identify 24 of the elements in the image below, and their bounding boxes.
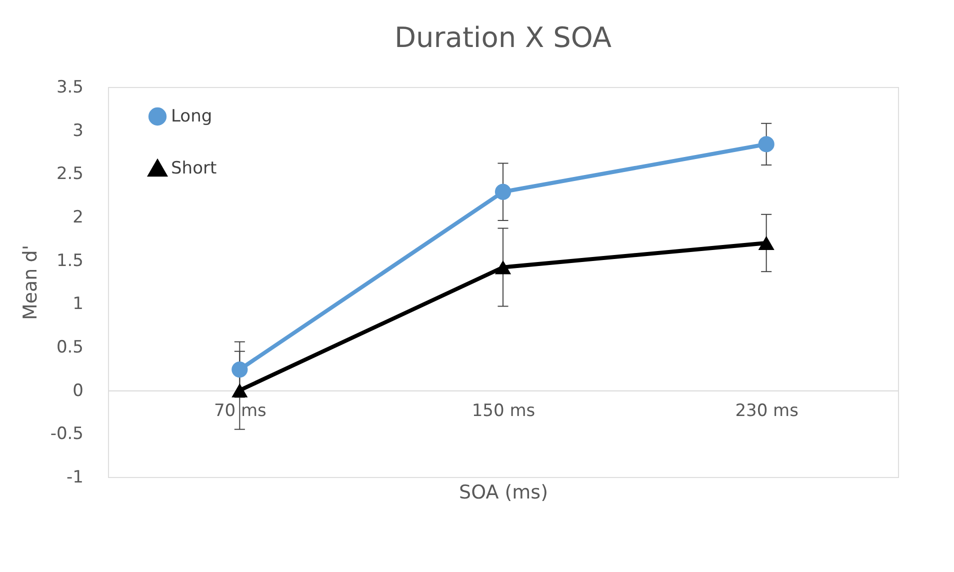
legend-label: Long xyxy=(171,106,212,126)
point xyxy=(758,236,774,250)
point xyxy=(758,136,774,152)
y-tick-label: -0.5 xyxy=(50,424,84,444)
chart-title: Duration X SOA xyxy=(394,21,612,54)
point xyxy=(232,383,248,398)
point xyxy=(494,260,512,274)
x-tick-label: 150 ms xyxy=(472,400,536,421)
y-tick-label: 0.5 xyxy=(56,338,84,358)
y-axis-title: Mean d' xyxy=(19,244,42,320)
legend-label: Short xyxy=(171,158,217,178)
y-tick-label: 2 xyxy=(72,208,84,228)
y-tick-label: 3 xyxy=(72,120,84,141)
y-tick-label: 1 xyxy=(72,294,84,314)
y-tick-label: 0 xyxy=(72,380,84,401)
x-tick-label: 70 ms xyxy=(214,400,267,421)
y-tick-label: 3.5 xyxy=(56,78,84,98)
point xyxy=(494,184,512,200)
y-tick-label: 1.5 xyxy=(56,250,84,271)
x-tick-label: 230 ms xyxy=(735,400,799,421)
x-axis-title: SOA (ms) xyxy=(459,482,548,504)
point xyxy=(232,361,248,378)
y-tick-label: 2.5 xyxy=(56,164,84,184)
y-tick-label: -1 xyxy=(66,468,84,488)
